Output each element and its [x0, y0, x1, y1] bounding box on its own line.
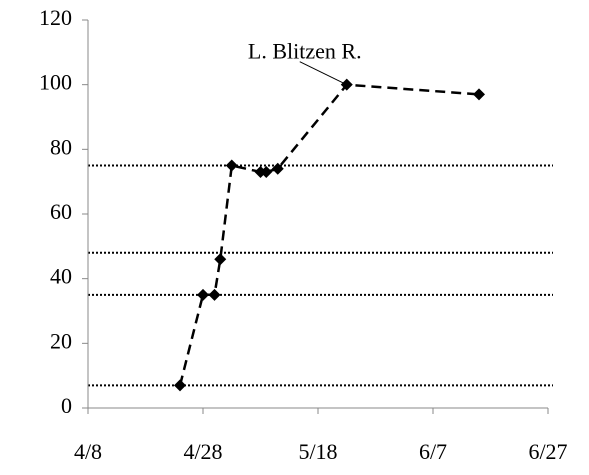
- data-point: [208, 288, 221, 301]
- annotation: L. Blitzen R.: [248, 39, 362, 64]
- y-tick-label: 120: [39, 5, 72, 30]
- y-tick-label: 20: [50, 328, 72, 353]
- x-tick-label: 4/28: [183, 439, 222, 464]
- data-point: [271, 162, 284, 175]
- data-point: [214, 253, 227, 266]
- annotation-leader: [299, 61, 347, 86]
- data-point: [225, 159, 238, 172]
- y-tick-label: 60: [50, 199, 72, 224]
- x-tick-label: 4/8: [74, 439, 102, 464]
- data-point: [260, 165, 273, 178]
- y-tick-label: 40: [50, 264, 72, 289]
- y-tick-label: 0: [61, 393, 72, 418]
- y-tick-label: 100: [39, 70, 72, 95]
- y-tick-label: 80: [50, 134, 72, 159]
- data-point: [197, 288, 209, 301]
- x-tick-label: 5/18: [298, 439, 337, 464]
- data-line: [178, 83, 480, 386]
- x-tick-label: 6/7: [419, 439, 447, 464]
- x-tick-label: 6/27: [528, 439, 567, 464]
- data-point: [174, 379, 186, 392]
- data-point: [473, 88, 485, 101]
